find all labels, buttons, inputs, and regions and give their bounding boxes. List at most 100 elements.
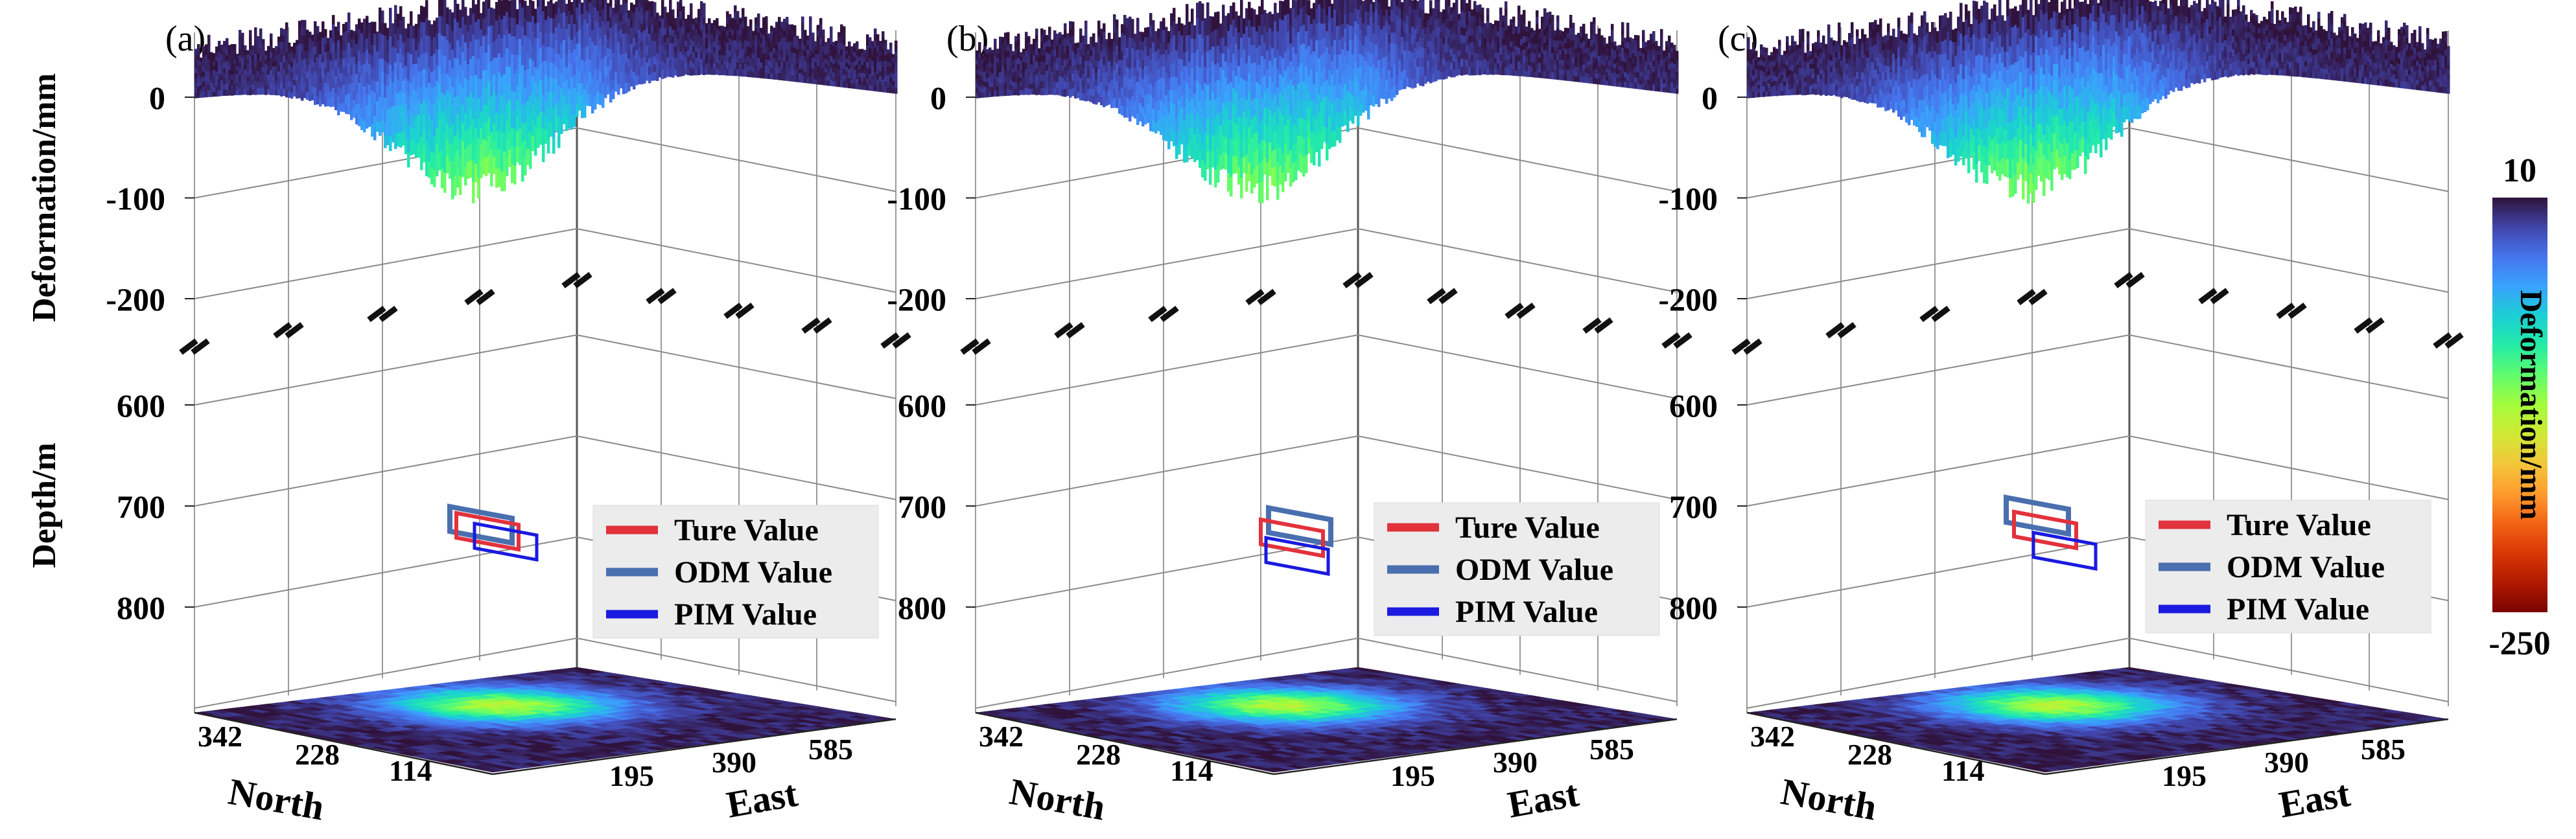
axis-break-mark [1342, 271, 1362, 288]
surface-cell [780, 74, 784, 81]
surface-cell [202, 76, 205, 83]
surface-cell [529, 0, 532, 5]
surface-cell [721, 69, 724, 76]
surface-cell [827, 56, 830, 63]
surface-cell [677, 9, 680, 17]
surface-cell [643, 30, 646, 40]
surface-cell [726, 56, 729, 63]
surface-cell [656, 12, 659, 20]
surface-cell [495, 113, 498, 133]
deformation-surface [976, 0, 1679, 203]
surface-cell [869, 74, 872, 80]
surface-cell [843, 80, 846, 88]
surface-cell [454, 18, 457, 39]
surface-cell [1139, 67, 1142, 77]
surface-cell [1082, 35, 1085, 43]
surface-cell [270, 76, 273, 83]
surface-cell [755, 47, 758, 54]
surface-cell [1219, 82, 1223, 97]
surface-cell [1170, 26, 1173, 40]
surface-cell [1142, 32, 1145, 42]
surface-cell [669, 0, 672, 3]
surface-cell [355, 63, 358, 75]
surface-cell [366, 60, 369, 73]
surface-cell [197, 71, 200, 77]
surface-cell [840, 43, 843, 51]
surface-cell [1134, 59, 1137, 69]
surface-cell [322, 38, 325, 47]
surface-cell [804, 40, 807, 47]
surface-cell [814, 66, 817, 72]
surface-cell [1092, 47, 1095, 55]
surface-cell [1074, 87, 1077, 93]
surface-cell [474, 93, 478, 111]
surface-cell [474, 40, 478, 58]
surface-cell [1020, 60, 1023, 66]
surface-cell [1253, 115, 1256, 135]
surface-cell [687, 45, 690, 52]
surface-cell [1175, 131, 1178, 146]
axis-break-mark [1245, 288, 1265, 306]
surface-cell [1097, 61, 1101, 70]
surface-cell [892, 89, 895, 94]
surface-cell [285, 30, 288, 38]
surface-cell [412, 38, 416, 52]
surface-cell [843, 75, 846, 82]
surface-cell [1217, 62, 1220, 81]
surface-cell [508, 83, 511, 101]
surface-cell [799, 77, 802, 83]
surface-cell [262, 77, 265, 84]
surface-cell [366, 83, 369, 95]
surface-cell [516, 131, 519, 148]
surface-cell [830, 73, 833, 80]
surface-cell [1212, 106, 1215, 122]
surface-cell [487, 99, 491, 119]
surface-cell [376, 41, 379, 52]
surface-cell [537, 38, 540, 55]
surface-cell [1030, 59, 1033, 65]
surface-cell [241, 45, 244, 52]
surface-cell [692, 58, 696, 64]
surface-cell [630, 19, 633, 29]
surface-cell [1188, 48, 1191, 63]
surface-cell [1188, 115, 1191, 130]
surface-cell [353, 100, 356, 109]
surface-cell [801, 42, 804, 51]
surface-cell [311, 80, 314, 87]
surface-cell [314, 79, 317, 89]
surface-cell [280, 75, 283, 84]
surface-cell [594, 71, 597, 84]
surface-cell [573, 75, 576, 89]
surface-cell [1113, 98, 1116, 108]
surface-cell [537, 132, 540, 148]
surface-cell [428, 114, 431, 131]
surface-cell [731, 35, 734, 41]
surface-cell [736, 36, 740, 44]
surface-cell [1113, 42, 1116, 52]
surface-cell [355, 34, 358, 45]
surface-cell [757, 45, 760, 52]
surface-cell [599, 16, 602, 29]
surface-cell [884, 60, 887, 67]
surface-cell [1258, 25, 1261, 47]
surface-cell [1227, 49, 1230, 67]
surface-cell [996, 86, 1000, 92]
surface-cell [1027, 59, 1031, 66]
surface-cell [666, 44, 670, 52]
surface-cell [1250, 45, 1254, 64]
surface-cell [438, 152, 441, 171]
surface-cell [835, 63, 838, 69]
surface-cell [513, 165, 517, 185]
surface-cell [371, 33, 374, 45]
surface-cell [622, 63, 626, 75]
surface-cell [358, 51, 361, 62]
surface-cell [749, 65, 753, 72]
surface-cell [1256, 31, 1259, 49]
surface-cell [1004, 70, 1007, 77]
surface-cell [1087, 55, 1090, 62]
surface-cell [293, 90, 296, 97]
surface-cell [568, 0, 571, 12]
surface-cell [262, 61, 265, 67]
surface-cell [659, 40, 662, 47]
surface-cell [612, 43, 615, 54]
